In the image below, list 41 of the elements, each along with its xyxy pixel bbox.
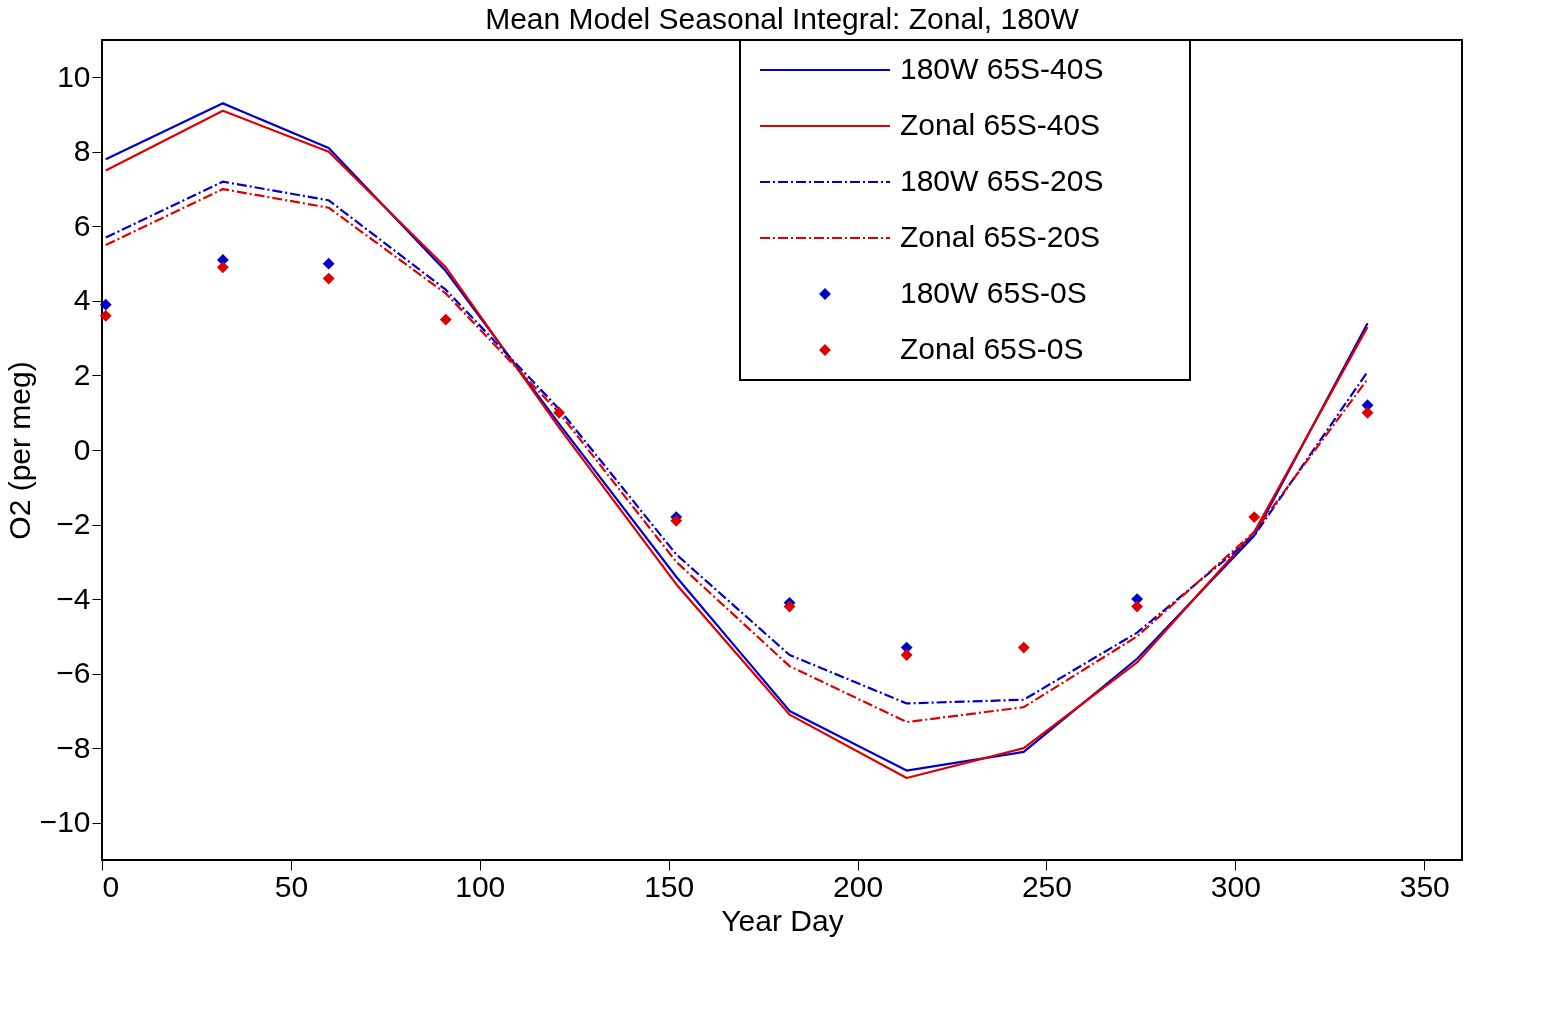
point [216,261,229,274]
x-tick-label: 350 [1399,869,1450,903]
point [99,298,112,311]
legend-label: Zonal 65S-20S [900,220,1101,253]
chart-title: Mean Model Seasonal Integral: Zonal, 180W [485,2,1080,35]
point [322,272,335,285]
x-tick-label: 50 [274,869,309,903]
y-tick-label: −2 [56,507,91,541]
point [1131,600,1144,613]
y-tick-label: −6 [56,656,91,690]
y-tick-label: 10 [57,59,91,93]
y-tick-label: 4 [73,283,91,317]
point [783,600,796,613]
y-tick-label: 8 [73,134,91,168]
x-axis-title: Year Day [721,903,844,937]
point [322,257,335,270]
point [900,649,913,661]
x-tick-label: 100 [455,869,506,903]
y-tick-label: 2 [73,357,91,391]
x-tick-label: 0 [102,869,120,903]
point [1248,511,1261,524]
legend-label: Zonal 65S-0S [900,332,1084,365]
point [99,309,112,322]
y-tick-label: −10 [39,805,91,839]
point [1361,406,1374,419]
legend-label: Zonal 65S-40S [900,108,1101,141]
legend-label: 180W 65S-0S [900,276,1087,309]
y-tick-label: 0 [73,432,91,466]
legend-label: 180W 65S-40S [900,52,1104,85]
point [439,313,452,326]
y-axis-title: O2 (per meg) [2,361,36,540]
y-tick-label: −8 [56,730,91,764]
y-tick-label: 6 [73,208,91,242]
x-tick-label: 150 [644,869,695,903]
y-tick-label: −4 [56,581,91,615]
x-tick-label: 250 [1021,869,1072,903]
legend-label: 180W 65S-20S [900,164,1104,197]
point [553,406,566,419]
point [1017,641,1030,654]
x-tick-label: 200 [833,869,884,903]
x-tick-label: 300 [1210,869,1261,903]
